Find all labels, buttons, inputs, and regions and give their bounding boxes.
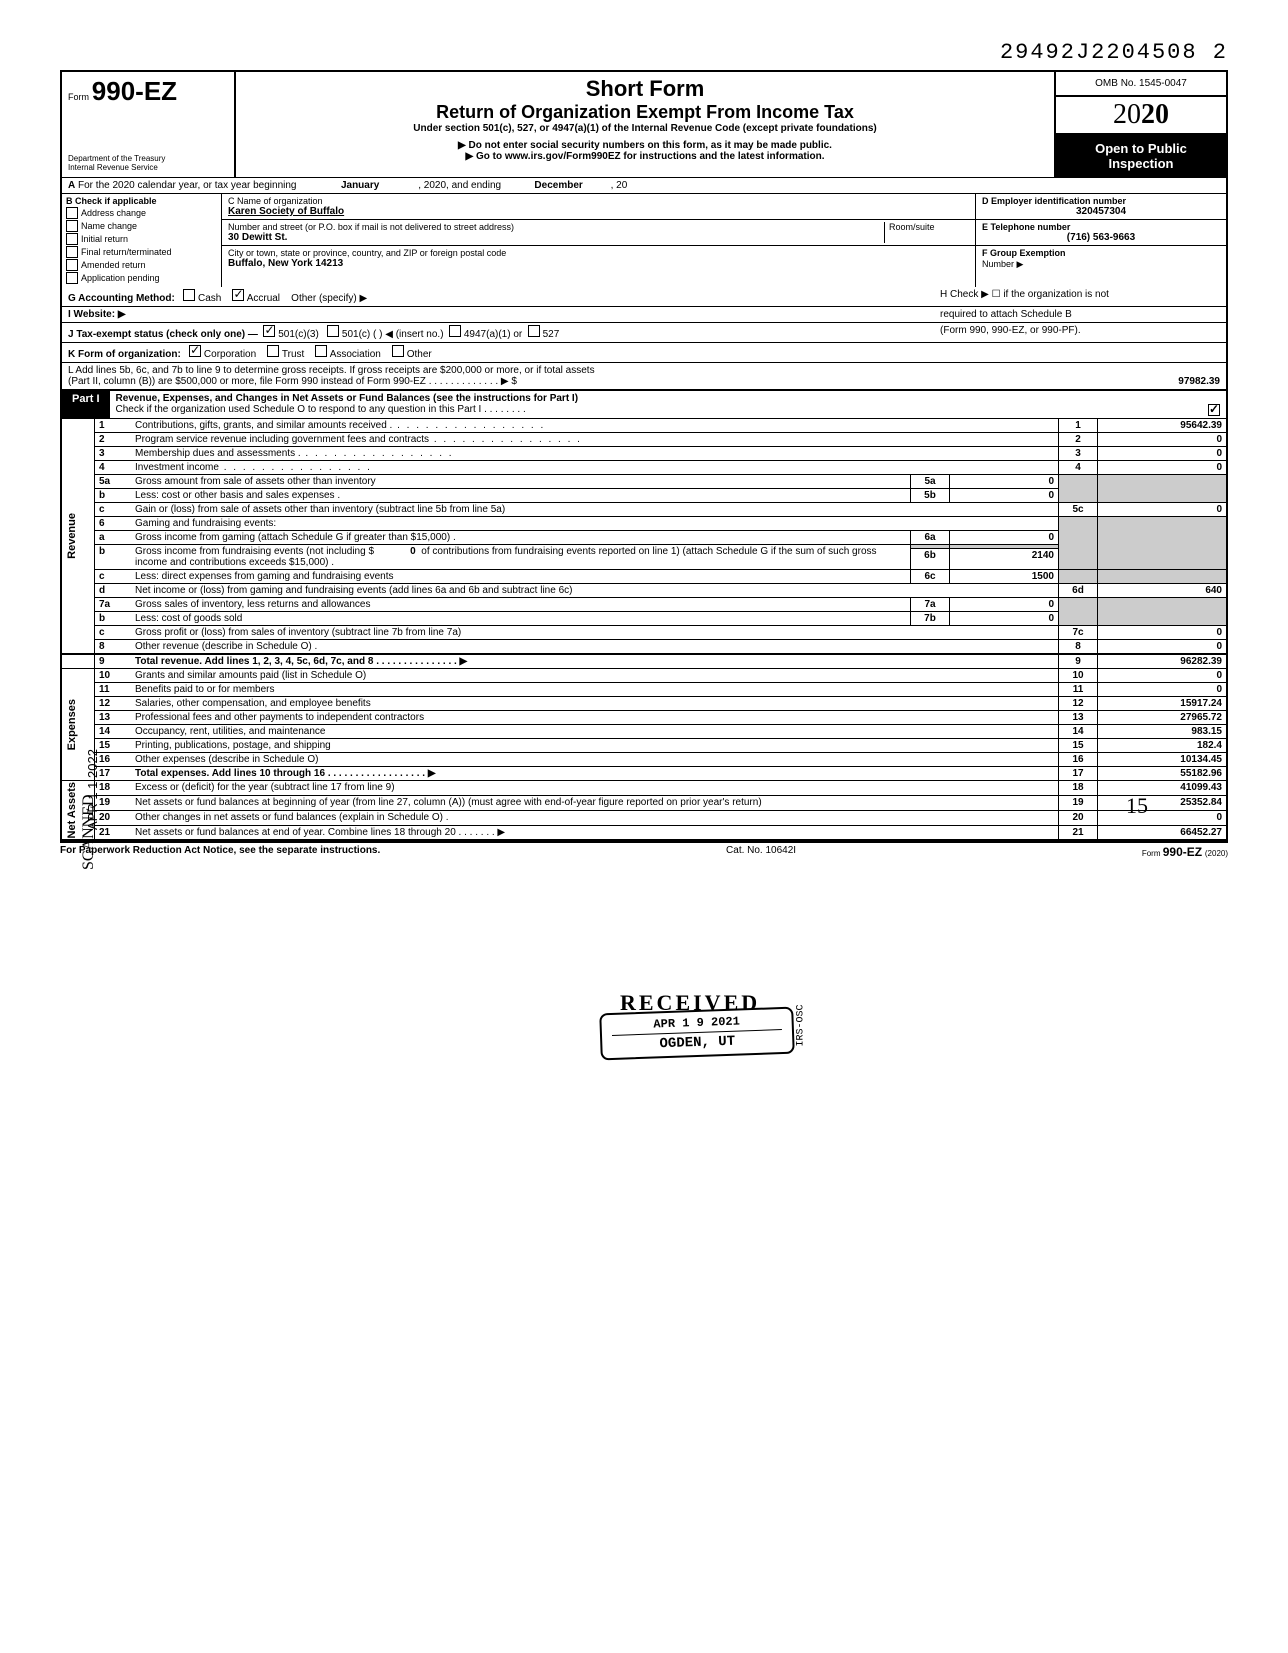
label-address: Number and street (or P.O. box if mail i… [228, 222, 884, 232]
checkbox-501c[interactable] [327, 325, 339, 337]
form-number: 990-EZ [92, 76, 177, 106]
section-revenue: Revenue [66, 513, 78, 559]
checkbox-name-change[interactable] [66, 220, 78, 232]
checkbox-4947[interactable] [449, 325, 461, 337]
checkbox-cash[interactable] [183, 289, 195, 301]
checkbox-corporation[interactable] [189, 345, 201, 357]
checkbox-amended-return[interactable] [66, 259, 78, 271]
stamp-irs-osc: IRS-OSC [796, 1004, 807, 1046]
page-number: 15 [1126, 793, 1148, 819]
label-ein: D Employer identification number [982, 196, 1220, 206]
label-group-exemption: F Group Exemption [982, 248, 1066, 258]
part1-header: Part I Revenue, Expenses, and Changes in… [60, 391, 1228, 419]
checkbox-accrual[interactable] [232, 289, 244, 301]
row-l-gross-receipts: L Add lines 5b, 6c, and 7b to line 9 to … [60, 363, 1228, 391]
short-form-title: Short Form [244, 76, 1046, 102]
lines-table: Revenue 1Contributions, gifts, grants, a… [60, 419, 1228, 841]
subtitle: Under section 501(c), 527, or 4947(a)(1)… [244, 123, 1046, 134]
street-address: 30 Dewitt St. [228, 232, 884, 243]
org-name: Karen Society of Buffalo [228, 206, 969, 217]
checkbox-other-org[interactable] [392, 345, 404, 357]
label-room: Room/suite [884, 222, 969, 243]
city-state-zip: Buffalo, New York 14213 [228, 258, 969, 269]
ssn-note: ▶ Do not enter social security numbers o… [244, 140, 1046, 151]
checkbox-527[interactable] [528, 325, 540, 337]
section-expenses: Expenses [66, 699, 78, 750]
stamp-box: APR 1 9 2021 OGDEN, UT [599, 1007, 795, 1061]
checkbox-final-return[interactable] [66, 246, 78, 258]
document-id: 29492J2204508 2 [60, 40, 1228, 65]
col-b-checkboxes: B Check if applicable Address change Nam… [62, 194, 222, 287]
checkbox-application-pending[interactable] [66, 272, 78, 284]
ein: 320457304 [982, 206, 1220, 217]
return-title: Return of Organization Exempt From Incom… [244, 102, 1046, 123]
checkbox-association[interactable] [315, 345, 327, 357]
row-a-tax-year: A For the 2020 calendar year, or tax yea… [60, 177, 1228, 194]
checkbox-address-change[interactable] [66, 207, 78, 219]
checkbox-501c3[interactable] [263, 325, 275, 337]
row-i-website: I Website: ▶ required to attach Schedule… [60, 307, 1228, 323]
goto-link: ▶ Go to www.irs.gov/Form990EZ for instru… [244, 151, 1046, 162]
open-public-badge: Open to Public Inspection [1056, 135, 1226, 177]
scanned-date: APR 1 1 2022 [85, 749, 100, 830]
row-g-accounting: G Accounting Method: Cash Accrual Other … [60, 287, 1228, 307]
label-phone: E Telephone number [982, 222, 1220, 232]
form-label: Form [68, 92, 89, 102]
row-k-form-org: K Form of organization: Corporation Trus… [60, 343, 1228, 363]
row-j-tax-exempt: J Tax-exempt status (check only one) — 5… [60, 323, 1228, 343]
form-header: Form 990-EZ Department of the Treasury I… [60, 70, 1228, 177]
checkbox-trust[interactable] [267, 345, 279, 357]
phone: (716) 563-9663 [982, 232, 1220, 243]
omb-number: OMB No. 1545-0047 [1056, 72, 1226, 97]
label-city: City or town, state or province, country… [228, 248, 969, 258]
section-net-assets: Net Assets [66, 782, 78, 838]
dept-irs: Internal Revenue Service [68, 164, 228, 173]
tax-year: 2020 [1056, 97, 1226, 135]
checkbox-initial-return[interactable] [66, 233, 78, 245]
checkbox-schedule-o[interactable] [1208, 404, 1220, 416]
label-org-name: C Name of organization [228, 196, 969, 206]
footer: For Paperwork Reduction Act Notice, see … [60, 841, 1228, 859]
